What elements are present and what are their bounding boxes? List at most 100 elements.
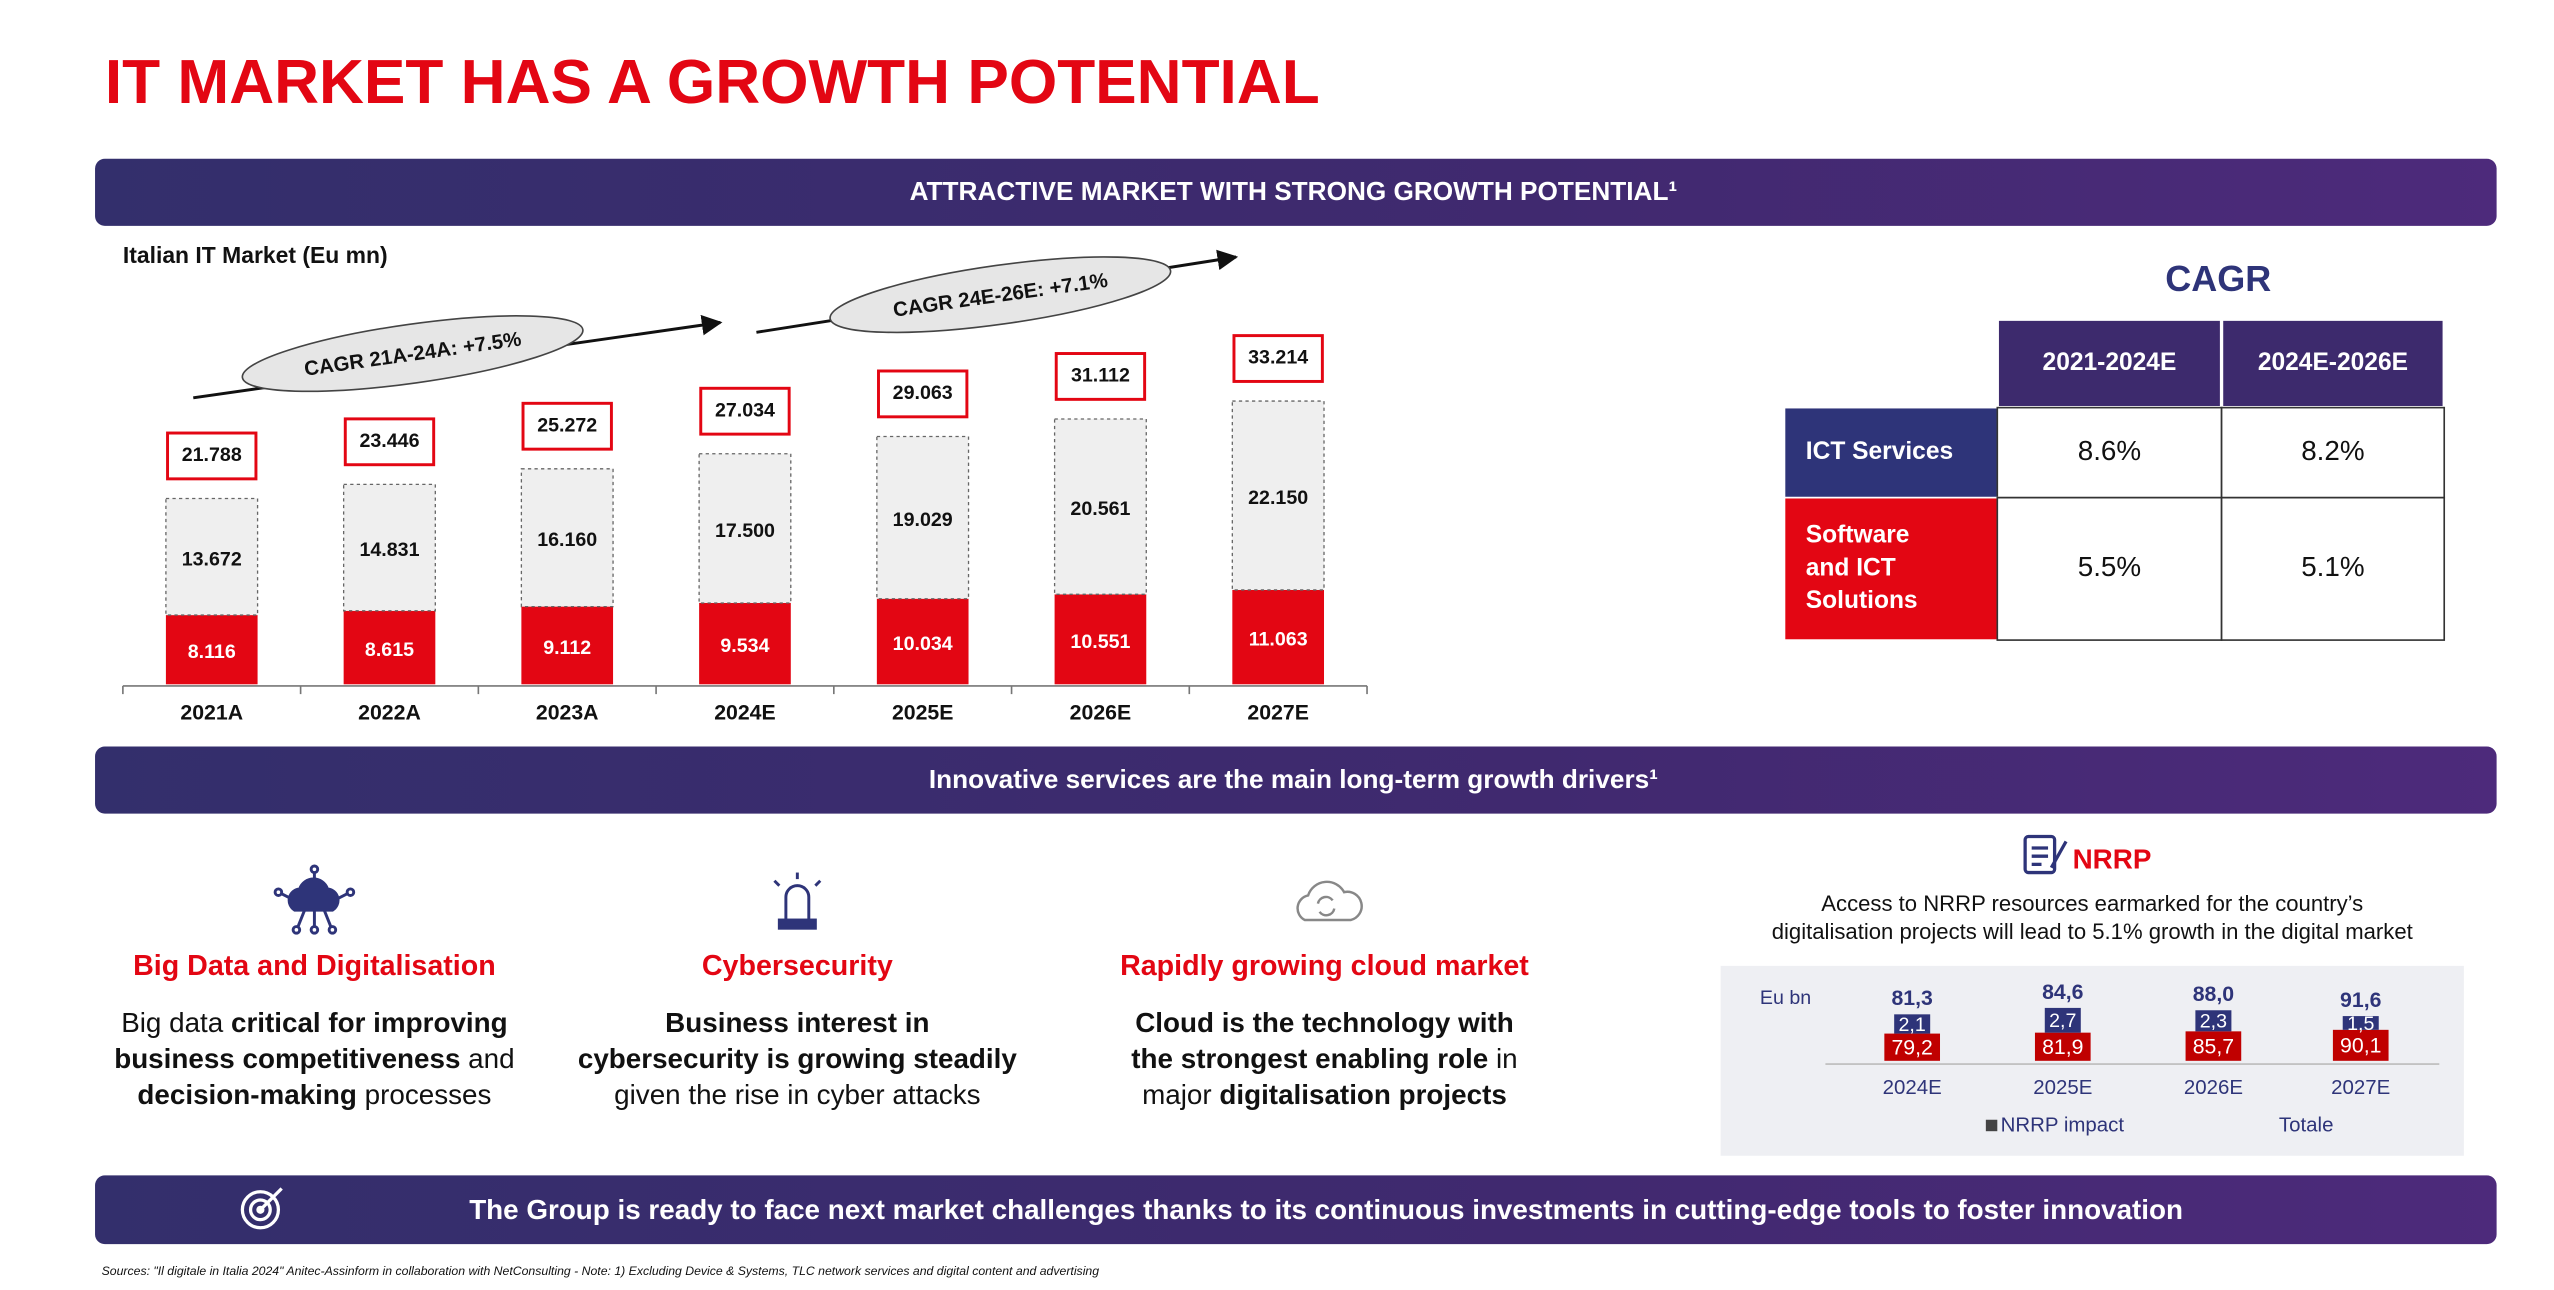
value-label: 90,1	[2340, 1034, 2381, 1058]
x-tick-label: 2023A	[536, 700, 599, 724]
bar-segment	[521, 606, 614, 685]
value-label: 14.831	[359, 539, 419, 561]
x-tick-label: 2022A	[358, 700, 421, 724]
value-label: 79,2	[1891, 1035, 1932, 1059]
cell	[2220, 496, 2446, 641]
x-tick-label: 2026E	[1070, 700, 1132, 724]
text-run: and	[460, 1043, 514, 1074]
text-run: given the rise in cyber attacks	[614, 1079, 980, 1110]
value-label: 8.116	[188, 641, 236, 663]
value-label: 2,7	[2049, 1010, 2076, 1032]
x-tick-label: 2027E	[1247, 700, 1309, 724]
text-run: cybersecurity is growing steadily	[578, 1043, 1018, 1074]
value-label: 10.551	[1070, 631, 1130, 653]
value-label: 9.112	[543, 637, 591, 659]
x-tick-label: 2026E	[2184, 1076, 2243, 1099]
row-header-text: ICT Services	[1806, 438, 1953, 465]
x-tick-label: 2025E	[2033, 1076, 2092, 1099]
total-label: 91,6	[2340, 988, 2382, 1012]
value-label: 1,5	[2347, 1013, 2374, 1035]
x-tick-label: 2021A	[180, 700, 243, 724]
bar-segment	[342, 483, 436, 612]
value-label: 16.160	[537, 529, 597, 551]
driver-text: major digitalisation projects	[1142, 1079, 1507, 1110]
x-tick-label: 2024E	[714, 700, 776, 724]
total-box	[343, 417, 436, 467]
total-box	[1232, 334, 1324, 383]
driver-text: given the rise in cyber attacks	[614, 1079, 980, 1110]
cell-text: 8.2%	[2301, 435, 2364, 466]
driver-text: the strongest enabling role in	[1131, 1043, 1517, 1074]
bar-segment	[1054, 594, 1147, 685]
nrrp-text: digitalisation projects will lead to 5.1…	[1772, 919, 2413, 944]
value-label: 85,7	[2193, 1034, 2234, 1058]
header-text: 2021-2024E	[2043, 349, 2177, 376]
bar-segment	[1053, 418, 1147, 595]
bar-segment	[520, 468, 614, 608]
bar-segment	[1894, 1014, 1931, 1034]
bar-segment	[699, 602, 791, 685]
banner-text: ATTRACTIVE MARKET WITH STRONG GROWTH POT…	[910, 176, 1678, 206]
text-run: Big data	[121, 1007, 231, 1038]
total-label: 21.788	[182, 444, 242, 466]
value-label: 9.534	[720, 635, 769, 657]
bar-segment	[2332, 1029, 2389, 1061]
chart-title: Italian IT Market (Eu mn)	[123, 242, 388, 268]
banner	[95, 1175, 2497, 1245]
total-box	[1054, 352, 1147, 401]
x-tick-label: 2024E	[1883, 1076, 1942, 1099]
cell	[1996, 406, 2223, 499]
total-box	[877, 369, 969, 419]
bar-segment	[2342, 1016, 2379, 1030]
row-header-cell	[1783, 406, 1999, 499]
bar-segment	[343, 610, 436, 685]
bar-segment	[2044, 1007, 2081, 1033]
total-label: 31.112	[1071, 365, 1130, 387]
text-run: Business interest in	[665, 1007, 929, 1038]
driver-text: Business interest in	[665, 1007, 929, 1038]
total-label: 84,6	[2042, 980, 2084, 1004]
table-title: CAGR	[2165, 258, 2271, 299]
alarm-icon	[773, 872, 822, 930]
banner	[95, 746, 2497, 814]
nrrp-icon	[2023, 834, 2068, 875]
slide-title: IT MARKET HAS A GROWTH POTENTIAL	[105, 48, 1320, 117]
value-label: 13.672	[182, 548, 242, 570]
driver-text: Big data critical for improving	[121, 1007, 507, 1038]
driver-heading: Rapidly growing cloud market	[1120, 950, 1529, 982]
bar-segment	[2185, 1031, 2242, 1061]
total-box	[699, 386, 791, 436]
row-header-text: Solutions	[1806, 587, 1918, 614]
bar-segment	[1231, 400, 1325, 591]
total-label: 25.272	[537, 414, 597, 436]
legend-label: Totale	[2279, 1114, 2334, 1137]
text-run: major	[1142, 1079, 1219, 1110]
text-run: business competitiveness	[114, 1043, 460, 1074]
legend-swatch	[1985, 1119, 1998, 1132]
legend-label: NRRP impact	[2001, 1114, 2125, 1137]
value-label: 2,1	[1899, 1014, 1926, 1036]
text-run: digitalisation projects	[1219, 1079, 1506, 1110]
driver-text: cybersecurity is growing steadily	[578, 1043, 1018, 1074]
banner-text: Innovative services are the main long-te…	[929, 764, 1658, 794]
big-data-icon	[273, 864, 356, 935]
total-label: 33.214	[1248, 347, 1308, 369]
total-label: 81,3	[1891, 986, 1933, 1010]
value-label: 11.063	[1249, 629, 1308, 651]
bar-segment	[2034, 1032, 2091, 1061]
cagr-callout: CAGR 24E-26E: +7.1%	[829, 256, 1172, 334]
total-label: 29.063	[893, 382, 953, 404]
sources: Sources: "Il digitale in Italia 2024" An…	[102, 1264, 1100, 1278]
driver-text: Cloud is the technology with	[1135, 1007, 1514, 1038]
header-cell	[1995, 317, 2224, 410]
bar-segment	[2195, 1010, 2232, 1032]
driver-heading: Big Data and Digitalisation	[133, 950, 496, 982]
nrrp-title: NRRP	[2073, 843, 2152, 874]
text-run: processes	[357, 1079, 491, 1110]
total-label: 27.034	[715, 399, 775, 421]
total-box	[521, 401, 613, 451]
cagr-ellipse	[241, 315, 584, 393]
text-run: decision-making	[137, 1079, 356, 1110]
text-run: Cloud is the technology with	[1135, 1007, 1514, 1038]
